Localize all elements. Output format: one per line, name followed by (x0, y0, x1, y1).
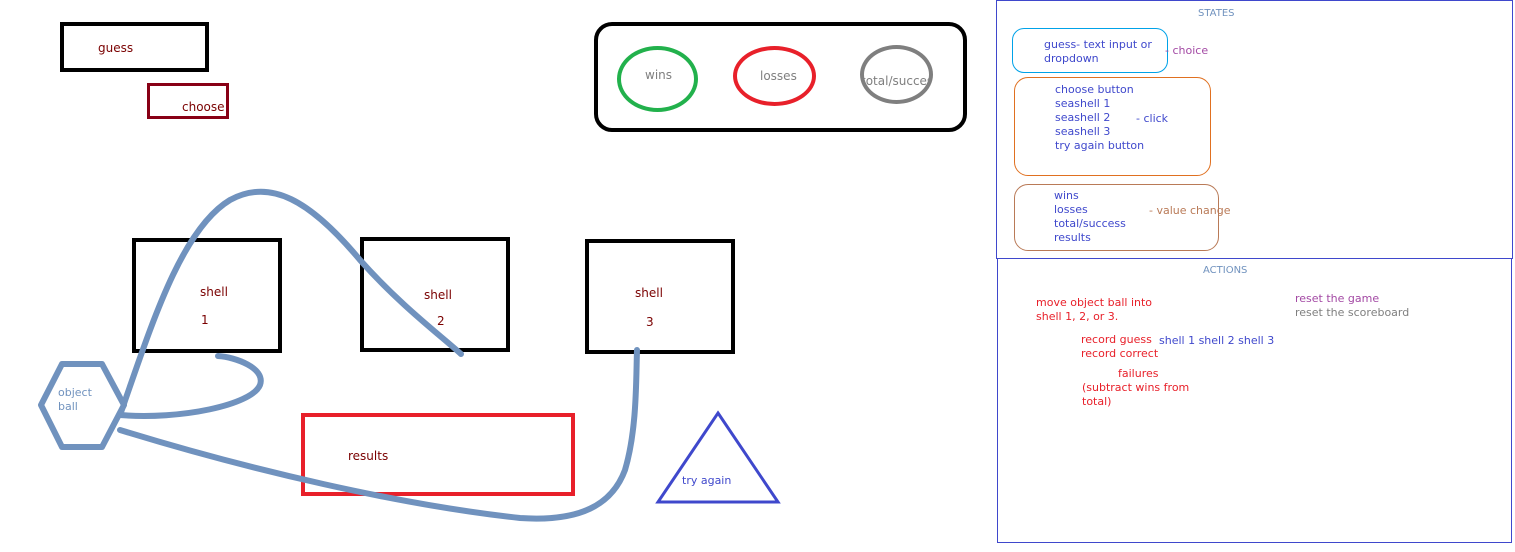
path-to-shell-2 (117, 188, 464, 418)
shell-1[interactable] (132, 238, 282, 353)
action-failures-detail: (subtract wins from total) (1082, 381, 1190, 408)
states-click-note: - click (1136, 112, 1169, 125)
object-ball-hexagon (38, 361, 127, 450)
states-value-group (1014, 184, 1219, 251)
states-guess-group (1012, 28, 1168, 73)
shell-3[interactable] (585, 239, 735, 354)
states-guess-text: guess- text input or dropdown (1044, 38, 1152, 65)
action-record: record guess record correct (1081, 333, 1159, 360)
results-label: results (348, 449, 389, 463)
scoreboard (594, 22, 967, 132)
states-click-text: choose button seashell 1 seashell 2 seas… (1055, 83, 1145, 152)
states-click-group (1014, 77, 1211, 176)
states-value-text: wins losses total/success results (1054, 189, 1126, 244)
guess-input[interactable] (60, 22, 209, 72)
shell-2-number: 2 (437, 314, 445, 328)
shell-1-label: shell (200, 285, 228, 299)
wins-circle (617, 46, 698, 112)
path-to-shell-3 (117, 347, 640, 522)
states-title: STATES (1198, 8, 1235, 19)
actions-panel (997, 258, 1512, 543)
results-box (301, 413, 575, 496)
shell-2-label: shell (424, 288, 452, 302)
action-move-ball: move object ball into shell 1, 2, or 3. (1036, 296, 1153, 323)
shell-3-label: shell (635, 286, 663, 300)
total-circle: total/success (860, 45, 933, 104)
total-label: total/success (861, 74, 933, 88)
shell-1-number: 1 (201, 313, 209, 327)
try-again-button[interactable]: try again (682, 474, 732, 487)
choose-label: choose (182, 100, 225, 114)
losses-label: losses (760, 69, 797, 83)
path-to-shell-1 (117, 353, 264, 419)
choose-button[interactable] (147, 83, 229, 119)
shell-2[interactable] (360, 237, 510, 352)
actions-title: ACTIONS (1203, 265, 1248, 276)
losses-circle (733, 46, 816, 106)
action-shells-list: shell 1 shell 2 shell 3 (1159, 334, 1275, 347)
wins-label: wins (645, 68, 673, 82)
states-guess-note: - choice (1165, 44, 1209, 57)
shell-3-number: 3 (646, 315, 654, 329)
action-reset-scoreboard: reset the scoreboard (1295, 306, 1410, 319)
try-again-triangle (655, 410, 781, 504)
states-value-note: - value change (1149, 204, 1231, 217)
guess-label: guess (98, 41, 134, 55)
action-reset-game: reset the game (1295, 292, 1380, 305)
action-failures: failures (1118, 367, 1159, 380)
object-ball-label[interactable]: object ball (58, 386, 92, 413)
